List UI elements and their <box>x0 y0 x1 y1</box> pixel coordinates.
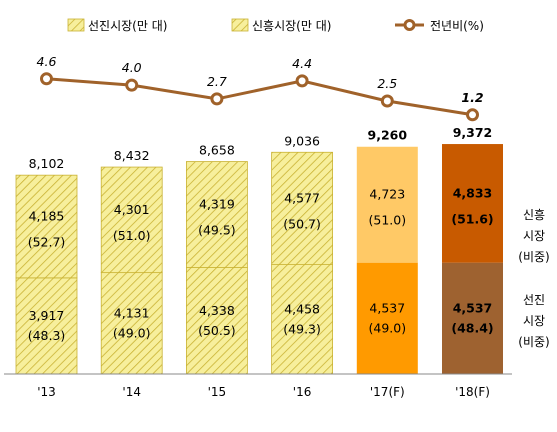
bar-emerging-5 <box>442 144 503 263</box>
x-tick-3: '16 <box>293 385 312 399</box>
growth-point-1 <box>125 78 139 92</box>
label-advanced-value-2: 4,338 <box>199 303 235 318</box>
label-advanced-share-0: (48.3) <box>28 328 66 343</box>
growth-label-3: 4.4 <box>292 56 312 71</box>
growth-line-group: 4.6 4.0 2.7 4.4 2.5 1.2 <box>37 54 484 122</box>
label-total-1: 8,432 <box>114 148 150 163</box>
bar-advanced-3 <box>271 264 334 375</box>
label-emerging-share-4: (51.0) <box>369 213 407 228</box>
label-advanced-value-5: 4,537 <box>453 300 493 315</box>
label-total-4: 9,260 <box>368 128 408 143</box>
label-advanced-share-2: (50.5) <box>198 323 236 338</box>
label-emerging-value-5: 4,833 <box>453 185 493 200</box>
bar-advanced-2 <box>185 267 248 375</box>
x-tick-1: '14 <box>122 385 141 399</box>
growth-point-3 <box>295 74 309 88</box>
side-label-advanced-2: 시장 <box>523 314 545 328</box>
legend-swatch-emerging <box>231 18 249 32</box>
legend-line-marker <box>403 19 416 31</box>
bar-emerging-3 <box>271 151 334 265</box>
side-label-emerging-2: 시장 <box>523 229 545 243</box>
growth-point-5 <box>466 108 479 122</box>
label-emerging-share-1: (51.0) <box>113 228 151 243</box>
bars-group: 4,185 (52.7) 3,917 (48.3) 8,102 4,301 (51.0) 4,… <box>15 125 503 375</box>
growth-point-0 <box>40 72 53 86</box>
label-emerging-value-4: 4,723 <box>369 187 405 202</box>
side-label-emerging-3: (비중) <box>518 250 549 264</box>
label-emerging-value-3: 4,577 <box>284 190 320 205</box>
growth-label-2: 2.7 <box>207 74 227 89</box>
growth-line <box>46 77 473 117</box>
x-tick-2: '15 <box>208 385 227 399</box>
label-advanced-value-1: 4,131 <box>114 305 150 320</box>
growth-label-0: 4.6 <box>37 54 57 69</box>
label-advanced-share-1: (49.0) <box>113 325 151 340</box>
legend-swatch-advanced <box>67 18 85 32</box>
label-emerging-share-3: (50.7) <box>283 216 321 231</box>
bar-advanced-0 <box>15 277 78 375</box>
side-label-advanced: 선진 시장 (비중) <box>518 293 549 349</box>
x-tick-0: '13 <box>37 385 56 399</box>
bar-emerging-0 <box>15 174 78 279</box>
bar-advanced-4 <box>356 262 418 374</box>
bar-emerging-1 <box>100 166 163 274</box>
label-emerging-value-2: 4,319 <box>199 197 235 212</box>
x-tick-5: '18(F) <box>455 385 490 399</box>
x-tick-4: '17(F) <box>370 385 405 399</box>
x-axis-ticks: '13 '14 '15 '16 '17(F) '18(F) <box>37 385 490 399</box>
bar-emerging-4 <box>356 146 418 263</box>
label-emerging-share-2: (49.5) <box>198 223 236 238</box>
legend-label-advanced: 선진시장(만 대) <box>88 19 167 33</box>
label-total-5: 9,372 <box>453 125 493 140</box>
label-total-3: 9,036 <box>284 133 320 148</box>
label-total-2: 8,658 <box>199 143 235 158</box>
label-advanced-value-4: 4,537 <box>369 300 405 315</box>
side-label-emerging: 신흥 시장 (비중) <box>518 208 549 264</box>
legend-label-growth: 전년비(%) <box>430 19 484 33</box>
bar-advanced-5 <box>442 262 503 374</box>
label-emerging-value-1: 4,301 <box>114 202 150 217</box>
label-advanced-share-4: (49.0) <box>369 320 407 335</box>
label-emerging-share-5: (51.6) <box>451 211 493 226</box>
side-label-advanced-1: 선진 <box>523 293 545 307</box>
bar-emerging-2 <box>185 161 248 268</box>
label-emerging-share-0: (52.7) <box>28 235 66 250</box>
label-emerging-value-0: 4,185 <box>29 209 65 224</box>
label-advanced-share-5: (48.4) <box>451 320 493 335</box>
label-total-0: 8,102 <box>29 156 65 171</box>
growth-point-4 <box>380 94 394 108</box>
growth-label-4: 2.5 <box>377 76 397 91</box>
legend-label-emerging: 신흥시장(만 대) <box>252 19 331 33</box>
growth-point-2 <box>210 92 224 106</box>
side-label-emerging-1: 신흥 <box>523 208 545 222</box>
bar-advanced-1 <box>100 272 163 375</box>
label-advanced-value-0: 3,917 <box>29 308 65 323</box>
side-label-advanced-3: (비중) <box>518 335 549 349</box>
label-advanced-share-3: (49.3) <box>283 321 321 336</box>
legend: 선진시장(만 대) 신흥시장(만 대) 전년비(%) <box>67 18 484 33</box>
growth-label-5: 1.2 <box>461 90 483 105</box>
growth-label-1: 4.0 <box>122 60 142 75</box>
label-advanced-value-3: 4,458 <box>284 301 320 316</box>
